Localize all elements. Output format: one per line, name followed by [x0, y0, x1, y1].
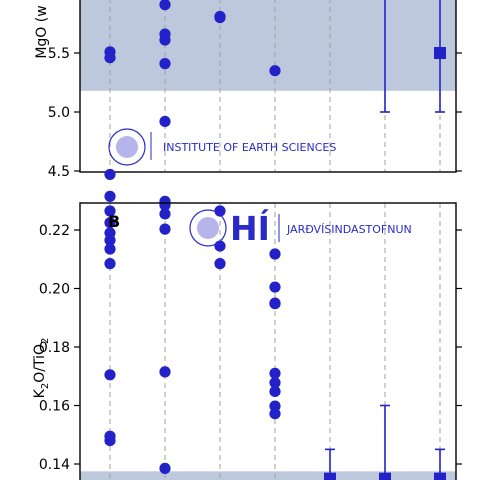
panel-b-shaded-band	[80, 471, 456, 480]
panel-b-data-point	[269, 281, 281, 293]
panel-b-square-point	[324, 472, 336, 480]
panel-b-ytick-label: 0.22	[39, 223, 70, 239]
panel-a-data-point	[104, 52, 116, 64]
panel-a-ytick-label: 5.0	[48, 105, 70, 121]
panel-b-data-point	[104, 205, 116, 217]
panel-b-errorbars	[325, 404, 445, 480]
panel-b-frame	[79, 202, 457, 480]
panel-b-data-point	[104, 369, 116, 381]
university-seal-inner-icon	[197, 217, 219, 239]
panel-a-data-point	[214, 12, 226, 24]
university-seal-icon	[108, 128, 146, 166]
panel-b-ytick-label: 0.16	[39, 399, 70, 415]
panel-b-data-point	[269, 408, 281, 420]
logo-text-jardvisindastofnun: JARÐVÍSINDASTOFNUN	[286, 223, 412, 236]
panel-b-letter: B	[108, 212, 120, 231]
panel-b-data-point	[104, 243, 116, 255]
panel-b-yticks: 0.14 0.16 0.18 0.20 0.22	[39, 223, 462, 473]
panel-b-square-point	[434, 472, 446, 480]
panel-a-data-point	[159, 58, 171, 70]
panel-a: INSTITUTE OF EARTH SCIENCES 4.5 5.0 5.5 Mg…	[34, 0, 462, 180]
panel-a-data-point	[159, 34, 171, 46]
panel-b-data-point	[104, 217, 116, 229]
university-seal-icon	[189, 209, 227, 247]
panel-a-data-point	[269, 65, 281, 77]
panel-b-data-point	[104, 258, 116, 270]
panel-a-shaded-band	[80, 0, 456, 91]
panel-b-data-point	[269, 385, 281, 398]
panel-b-data-point	[269, 367, 281, 379]
logo-mark-hi: HÍ	[230, 208, 270, 248]
panel-b-data-point	[159, 462, 171, 474]
panel-a-data-point	[159, 115, 171, 128]
panel-b-data-point	[104, 168, 116, 181]
panel-b-points	[104, 168, 446, 480]
panel-b-data-point	[159, 208, 171, 220]
panel-b-gridlines	[109, 203, 441, 480]
panel-b-data-point	[269, 377, 281, 389]
panel-a-frame	[79, 0, 457, 173]
panel-b-data-point	[159, 366, 171, 378]
panel-b-data-point	[104, 234, 116, 246]
panel-b-data-point	[269, 248, 281, 260]
panel-b-ytick-label: 0.18	[39, 340, 70, 356]
panel-b-data-point	[269, 298, 281, 310]
panel-a-square-point	[434, 47, 446, 59]
panel-b-data-point	[104, 190, 116, 202]
university-seal-inner-icon	[116, 136, 138, 158]
panel-a-logo: INSTITUTE OF EARTH SCIENCES	[108, 128, 336, 166]
panel-a-ylabel: MgO (w	[34, 5, 50, 58]
panel-a-points	[104, 0, 446, 128]
panel-a-data-point	[159, 0, 171, 11]
panel-b-data-point	[159, 223, 171, 235]
panel-a-yticks: 4.5 5.0 5.5	[48, 46, 462, 180]
panel-b-square-point	[379, 472, 391, 480]
panel-b-data-point	[214, 258, 226, 270]
panel-b: HÍ JARÐVÍSINDASTOFNUN B 0.14 0.16 0.18 0.20…	[32, 168, 462, 480]
panel-b-ylabel: K2O/TiO2	[32, 338, 51, 399]
panel-b-data-point	[104, 435, 116, 447]
panel-a-ytick-label: 4.5	[48, 164, 70, 180]
panel-b-ytick-label: 0.14	[39, 457, 70, 473]
panel-a-ytick-label: 5.5	[48, 46, 70, 62]
logo-text-institute: INSTITUTE OF EARTH SCIENCES	[163, 141, 336, 154]
panel-b-data-point	[214, 205, 226, 217]
panel-b-ytick-label: 0.20	[39, 282, 70, 298]
panel-b-logo: HÍ JARÐVÍSINDASTOFNUN	[189, 208, 412, 248]
